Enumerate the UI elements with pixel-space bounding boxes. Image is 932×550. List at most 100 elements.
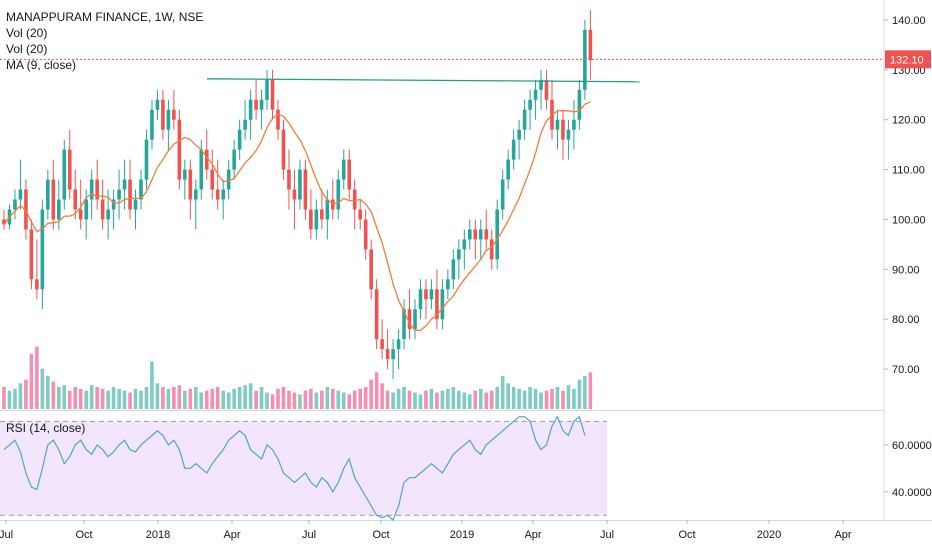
candle-body bbox=[358, 209, 362, 220]
volume-bar bbox=[550, 388, 554, 409]
candle-body bbox=[292, 189, 297, 200]
volume-bar bbox=[7, 390, 12, 409]
volume-bar bbox=[446, 388, 450, 409]
volume-bar bbox=[489, 390, 494, 409]
candle-body bbox=[232, 149, 236, 170]
rsi-tick-label: 40.0000 bbox=[892, 487, 932, 499]
candle-body bbox=[522, 109, 527, 130]
candle-body bbox=[133, 199, 138, 210]
time-tick-label: 2019 bbox=[450, 529, 474, 541]
volume-bar bbox=[287, 390, 291, 409]
price-tick-label: 90.00 bbox=[892, 264, 920, 276]
candle-body bbox=[440, 289, 445, 320]
candle-body bbox=[572, 119, 576, 130]
volume-bar bbox=[292, 392, 297, 409]
volume-bar bbox=[237, 387, 242, 409]
candle-body bbox=[215, 189, 220, 200]
volume-bar bbox=[139, 390, 143, 409]
candle-body bbox=[352, 189, 357, 210]
volume-bar bbox=[572, 388, 576, 409]
volume-bar bbox=[588, 372, 593, 409]
price-tick-label: 70.00 bbox=[892, 364, 920, 376]
volume-bar bbox=[2, 387, 6, 409]
volume-bar bbox=[215, 387, 220, 409]
price-tick-label: 120.00 bbox=[892, 115, 926, 127]
volume-bar bbox=[555, 387, 560, 409]
volume-bar bbox=[166, 388, 171, 409]
volume-bar bbox=[155, 383, 160, 409]
candle-body bbox=[24, 189, 28, 230]
candle-body bbox=[517, 129, 521, 140]
volume-bar bbox=[495, 387, 499, 409]
volume-bar bbox=[533, 388, 538, 409]
volume-bar bbox=[303, 390, 308, 409]
candle-body bbox=[484, 229, 489, 240]
volume-bar bbox=[204, 390, 209, 409]
time-tick-label: Oct bbox=[372, 529, 389, 541]
price-tick-label: 100.00 bbox=[892, 214, 926, 226]
vol-legend-2: Vol (20) bbox=[6, 42, 48, 56]
candle-body bbox=[495, 209, 499, 260]
candle-body bbox=[194, 189, 198, 200]
volume-bar bbox=[511, 387, 516, 409]
candle-body bbox=[287, 169, 291, 190]
candle-body bbox=[51, 179, 56, 220]
candle-body bbox=[533, 89, 538, 100]
volume-bar bbox=[62, 385, 67, 409]
volume-bar bbox=[413, 392, 417, 409]
candle-body bbox=[424, 289, 428, 300]
volume-bar bbox=[298, 394, 302, 409]
volume-bar bbox=[544, 390, 549, 409]
candle-body bbox=[155, 99, 160, 110]
time-tick-label: Apr bbox=[223, 529, 240, 541]
volume-bar bbox=[331, 388, 335, 409]
candle-body bbox=[117, 189, 121, 200]
candle-body bbox=[18, 189, 23, 200]
candle-body bbox=[172, 109, 176, 120]
volume-bar bbox=[352, 390, 357, 409]
candle-body bbox=[166, 109, 171, 130]
time-tick-label: Jul bbox=[0, 529, 13, 541]
time-tick-label: Jul bbox=[302, 529, 316, 541]
volume-bar bbox=[100, 388, 105, 409]
candle-body bbox=[13, 199, 17, 210]
volume-bar bbox=[347, 394, 352, 409]
volume-bar bbox=[172, 387, 176, 409]
volume-bar bbox=[57, 387, 61, 409]
volume-bar bbox=[111, 387, 116, 409]
ma-legend: MA (9, close) bbox=[6, 58, 77, 72]
resistance-trendline bbox=[206, 78, 641, 83]
volume-bar bbox=[402, 387, 406, 409]
volume-bar bbox=[51, 381, 56, 409]
candle-body bbox=[46, 179, 50, 210]
candle-body bbox=[281, 129, 286, 170]
volume-bar bbox=[484, 392, 489, 409]
volume-bar bbox=[577, 379, 582, 409]
candle-body bbox=[566, 129, 571, 140]
time-tick-label: 2018 bbox=[146, 529, 170, 541]
candle-body bbox=[276, 109, 280, 130]
candle-body bbox=[544, 79, 549, 100]
candle-body bbox=[298, 169, 302, 200]
candle-body bbox=[347, 159, 352, 190]
volume-bar bbox=[226, 392, 231, 409]
candle-body bbox=[67, 149, 72, 190]
rsi-band bbox=[0, 421, 607, 516]
volume-bar bbox=[522, 390, 527, 409]
last-price-label: 132.10 bbox=[890, 54, 924, 66]
candle-body bbox=[199, 149, 204, 190]
volume-bar bbox=[539, 392, 543, 409]
candle-body bbox=[111, 199, 116, 210]
candle-body bbox=[402, 309, 406, 340]
candle-body bbox=[265, 79, 269, 100]
volume-bar bbox=[385, 390, 390, 409]
candle-body bbox=[106, 209, 110, 220]
volume-bar bbox=[133, 388, 138, 409]
candle-body bbox=[128, 179, 132, 210]
volume-bar bbox=[462, 392, 467, 409]
rsi-legend: RSI (14, close) bbox=[6, 421, 86, 435]
volume-bar bbox=[144, 387, 149, 409]
volume-bar bbox=[457, 390, 461, 409]
candle-body bbox=[122, 179, 127, 190]
